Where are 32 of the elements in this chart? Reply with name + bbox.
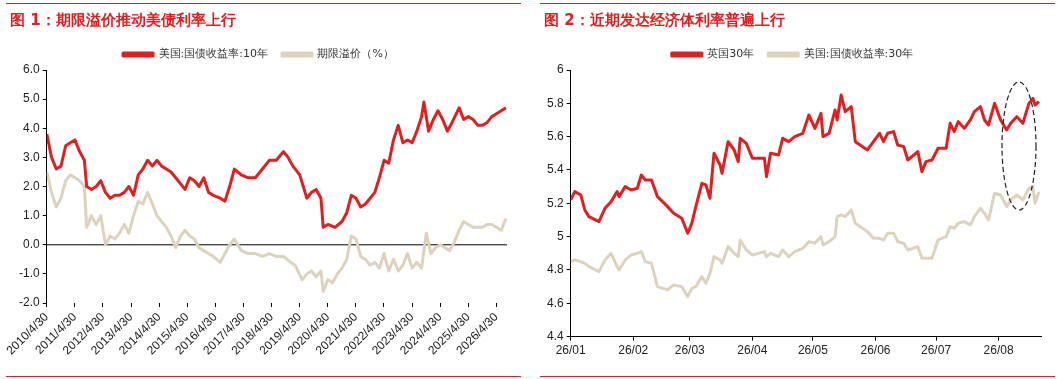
y-tick-label: 5.2 [546, 195, 564, 210]
chart-title: 图 1：期限溢价推动美债利率上行 [9, 10, 237, 31]
y-tick-label: 5.0 [23, 91, 41, 106]
y-tick-label: -1.0 [19, 266, 41, 281]
y-tick-label: 5 [556, 228, 564, 243]
y-tick-label: 0.0 [23, 237, 41, 252]
y-tick-label: -2.0 [19, 295, 41, 310]
y-tick-label: 4.4 [546, 328, 564, 343]
legend-label: 期限溢价（%） [317, 47, 394, 61]
y-tick-label: 4.0 [23, 120, 41, 135]
y-tick-label: 5.6 [546, 128, 564, 143]
y-tick-label: 6.0 [23, 62, 41, 77]
y-tick-label: 4.8 [546, 262, 564, 277]
y-tick-label: 5.8 [546, 95, 564, 110]
x-tick-label: 26/02 [618, 343, 649, 358]
y-tick-label: 3.0 [23, 149, 41, 164]
y-tick-label: 2.0 [23, 178, 41, 193]
legend-label: 英国30年 [707, 47, 755, 61]
y-tick-label: 1.0 [23, 207, 41, 222]
x-tick-label: 26/03 [674, 343, 706, 358]
legend-label: 美国:国债收益率:30年 [803, 47, 914, 61]
y-tick-label: 6 [556, 62, 564, 77]
x-tick-label: 26/06 [860, 343, 891, 358]
x-tick-label: 26/04 [737, 343, 768, 358]
legend-label: 美国:国债收益率:10年 [158, 47, 268, 61]
x-tick-label: 26/01 [555, 343, 587, 358]
x-tick-label: 26/05 [797, 343, 829, 358]
chart-title: 图 2：近期发达经济体利率普遍上行 [543, 10, 786, 31]
y-tick-label: 4.6 [546, 295, 564, 310]
x-tick-label: 26/07 [921, 343, 952, 358]
y-tick-label: 5.4 [546, 162, 564, 177]
x-tick-label: 26/08 [983, 343, 1014, 358]
